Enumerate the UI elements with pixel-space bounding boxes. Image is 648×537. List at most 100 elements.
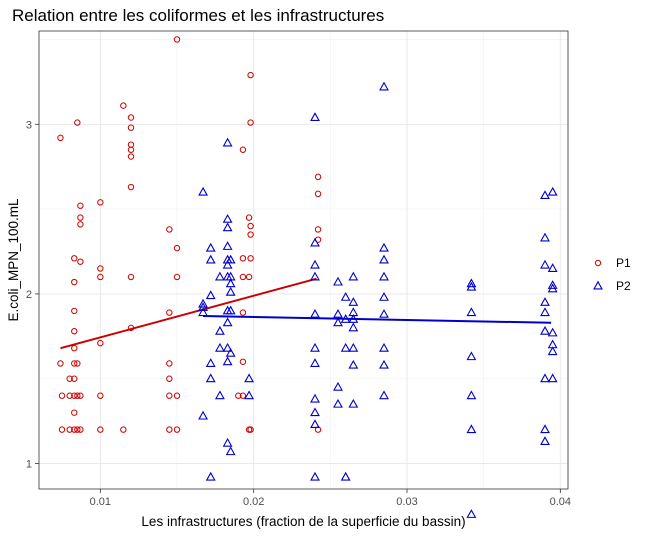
data-point-p2 <box>466 509 477 518</box>
data-point-p2 <box>547 346 558 356</box>
data-point-p1 <box>173 273 181 281</box>
data-point-p1 <box>74 360 81 367</box>
x-tick-label: 0.04 <box>550 496 571 508</box>
data-point-p2 <box>198 302 208 311</box>
data-point-p1 <box>314 226 322 233</box>
data-point-p2 <box>205 254 216 264</box>
data-point-p1 <box>166 360 173 367</box>
data-point-p2 <box>222 241 233 250</box>
data-point-p1 <box>235 392 242 399</box>
data-point-p1 <box>127 146 135 153</box>
data-point-p2 <box>222 137 233 147</box>
grid-layer <box>39 31 568 489</box>
data-point-p1 <box>173 426 181 433</box>
data-point-p2 <box>333 398 343 408</box>
trend-line-p1 <box>60 277 317 350</box>
data-point-p1 <box>58 392 66 399</box>
data-point-p2 <box>540 259 550 269</box>
data-point-p1 <box>247 119 254 126</box>
data-point-p2 <box>540 436 550 445</box>
data-point-p2 <box>225 254 236 264</box>
data-point-p2 <box>540 307 550 317</box>
data-point-p1 <box>173 244 181 252</box>
data-point-p2 <box>540 297 550 306</box>
data-point-p2 <box>547 186 558 196</box>
data-point-p2 <box>222 356 233 366</box>
data-point-p2 <box>540 190 550 200</box>
data-point-p2 <box>348 398 359 408</box>
data-point-p1 <box>127 183 135 191</box>
axis-layer: 0.01 0.02 0.03 0.04 1 2 3 <box>26 119 571 508</box>
data-point-p2 <box>222 259 233 269</box>
data-point-p2 <box>310 237 320 247</box>
data-point-p2 <box>205 290 216 300</box>
data-point-p2 <box>348 342 359 352</box>
data-point-p2 <box>310 308 320 318</box>
data-point-p2 <box>466 307 477 317</box>
data-point-p1 <box>66 426 73 433</box>
data-point-p2 <box>222 213 233 223</box>
data-point-p2 <box>222 317 233 327</box>
data-point-p2 <box>333 276 343 286</box>
data-point-p2 <box>310 419 320 429</box>
data-point-p2 <box>379 81 389 91</box>
data-point-p2 <box>547 280 558 289</box>
data-point-p1 <box>127 273 135 281</box>
data-point-p1 <box>71 392 78 399</box>
legend: P1 P2 <box>593 256 631 293</box>
data-point-p2 <box>466 424 477 434</box>
data-point-p2 <box>333 381 343 391</box>
y-tick-label: 3 <box>26 119 32 131</box>
legend-item-p2: P2 <box>593 279 631 293</box>
trend-layer <box>60 277 552 350</box>
data-point-p1 <box>71 328 78 335</box>
data-point-p1 <box>71 345 78 352</box>
data-point-p1 <box>166 375 173 382</box>
data-point-p1 <box>166 226 173 233</box>
data-point-p2 <box>310 259 320 269</box>
data-point-p1 <box>77 214 84 221</box>
data-point-p1 <box>74 392 81 399</box>
data-point-p1 <box>71 375 78 382</box>
data-point-p2 <box>225 446 236 456</box>
data-point-p2 <box>547 373 558 383</box>
x-axis-title: Les infrastructures (fraction de la supe… <box>141 514 465 529</box>
legend-label-p1: P1 <box>616 256 631 270</box>
legend-key-p2 <box>593 280 603 290</box>
data-point-p2 <box>379 342 389 352</box>
data-point-p1 <box>120 426 127 433</box>
data-point-p2 <box>310 271 320 281</box>
data-point-p1 <box>247 71 254 79</box>
data-point-p1 <box>97 265 104 272</box>
data-point-p1 <box>71 255 78 262</box>
data-point-p1 <box>239 358 247 365</box>
data-point-p1 <box>57 134 64 142</box>
data-point-p2 <box>340 291 351 301</box>
data-point-p2 <box>466 278 477 288</box>
data-point-p1 <box>74 119 81 126</box>
data-point-p2 <box>205 373 216 383</box>
data-point-p2 <box>225 286 236 296</box>
legend-label-p2: P2 <box>616 279 631 293</box>
data-point-p2 <box>547 327 558 337</box>
data-point-p1 <box>97 426 104 433</box>
data-point-p2 <box>222 342 233 352</box>
data-point-p1 <box>97 392 104 399</box>
data-point-p2 <box>333 317 343 327</box>
data-point-p1 <box>77 426 84 433</box>
data-point-p1 <box>57 360 64 367</box>
data-point-p2 <box>310 471 320 481</box>
data-point-p1 <box>71 307 78 315</box>
data-point-p1 <box>127 324 135 332</box>
data-point-p1 <box>71 426 78 433</box>
data-point-p2 <box>198 298 208 308</box>
data-point-p1 <box>245 214 253 221</box>
data-point-p2 <box>222 437 233 447</box>
data-point-p2 <box>225 347 236 357</box>
data-point-p2 <box>340 342 351 352</box>
data-point-p2 <box>225 278 236 288</box>
y-axis-title: E.coli_MPN_100.mL <box>6 198 21 322</box>
data-point-p2 <box>215 390 225 400</box>
data-point-p2 <box>466 281 477 291</box>
